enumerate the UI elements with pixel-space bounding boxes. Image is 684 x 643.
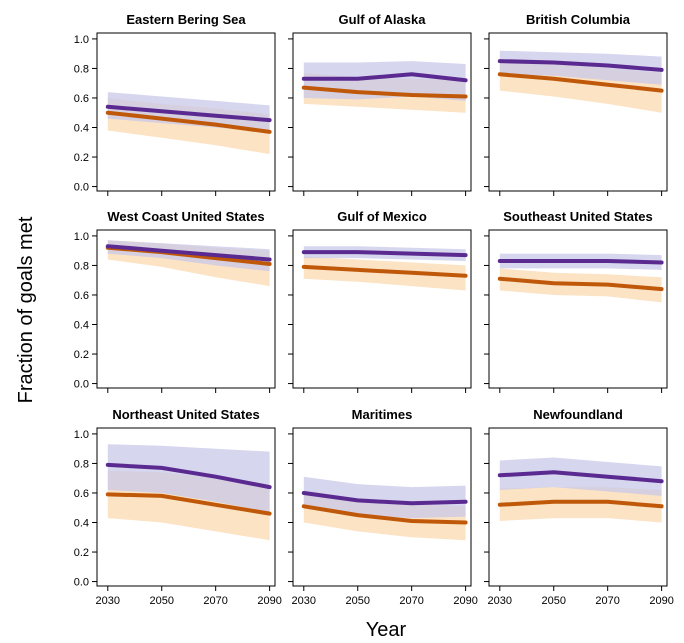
- panel-frame: [96, 229, 276, 389]
- series-b-line: [105, 492, 272, 516]
- series-a-line: [105, 244, 272, 262]
- series-a-band: [303, 476, 466, 519]
- y-tick-label: 0.6: [74, 290, 89, 302]
- x-tick-label: 2030: [96, 595, 120, 607]
- y-tick-label: 0.4: [74, 123, 89, 135]
- panel-frame: [96, 427, 276, 587]
- x-tick-label: 2090: [453, 595, 477, 607]
- y-tick-label: 0.4: [74, 320, 89, 332]
- y-tick-label: 0.8: [74, 260, 89, 272]
- series-b-line: [301, 85, 468, 99]
- x-tick-label: 2030: [488, 595, 512, 607]
- panel-title: Southeast United States: [503, 209, 653, 224]
- series-b-line: [497, 499, 664, 509]
- series-b-line: [105, 110, 272, 134]
- panel-frame: [96, 32, 276, 192]
- x-tick-label: 2050: [149, 595, 173, 607]
- series-a-line: [105, 462, 272, 490]
- panel-title: British Columbia: [526, 12, 631, 27]
- series-a-line: [497, 470, 664, 484]
- x-tick-label: 2070: [203, 595, 227, 607]
- panel-2: Gulf of Alaska: [288, 12, 472, 196]
- panel-4: West Coast United States 0.0 0.2 0.4 0.6 0.8 1…: [74, 209, 276, 393]
- x-tick-label: 2090: [649, 595, 673, 607]
- y-tick-label: 0.2: [74, 547, 89, 559]
- panel-title: Northeast United States: [112, 407, 259, 422]
- series-b-band: [303, 256, 466, 291]
- panel-frame: [292, 229, 472, 389]
- x-tick-label: 2030: [292, 595, 316, 607]
- y-tick-label: 0.8: [74, 458, 89, 470]
- series-b-line: [301, 504, 468, 525]
- x-tick-label: 2070: [399, 595, 423, 607]
- x-tick-label: 2090: [257, 595, 281, 607]
- panel-frame: [292, 32, 472, 192]
- series-a-band: [107, 444, 270, 513]
- y-tick-label: 0.6: [74, 93, 89, 105]
- series-a-line: [105, 104, 272, 123]
- panel-title: West Coast United States: [107, 209, 264, 224]
- y-tick-label: 0.8: [74, 63, 89, 75]
- y-tick-label: 1.0: [74, 429, 89, 441]
- y-tick-label: 0.6: [74, 488, 89, 500]
- series-a-band: [499, 457, 662, 496]
- series-a-line: [301, 250, 468, 258]
- series-a-line: [497, 59, 664, 72]
- panel-9: Newfoundland 2030 2050 2070 2090: [484, 407, 674, 607]
- x-tick-label: 2050: [345, 595, 369, 607]
- x-tick-label: 2070: [595, 595, 619, 607]
- panel-frame: [488, 229, 668, 389]
- series-b-line: [497, 276, 664, 292]
- series-a-band: [499, 50, 662, 85]
- y-tick-label: 1.0: [74, 231, 89, 243]
- series-a-line: [301, 491, 468, 506]
- series-b-band: [499, 487, 662, 523]
- y-axis-title: Fraction of goals met: [15, 216, 37, 403]
- x-axis-title: Year: [366, 619, 407, 641]
- y-tick-label: 0.0: [74, 182, 89, 194]
- panel-frame: [488, 427, 668, 587]
- series-b-line: [301, 264, 468, 278]
- panel-5: Gulf of Mexico: [288, 209, 472, 393]
- y-tick-label: 0.2: [74, 152, 89, 164]
- panel-title: Maritimes: [352, 407, 413, 422]
- y-tick-label: 0.0: [74, 379, 89, 391]
- panel-title: Gulf of Mexico: [337, 209, 427, 224]
- y-tick-label: 0.2: [74, 349, 89, 361]
- series-b-line: [497, 72, 664, 93]
- panel-frame: [292, 427, 472, 587]
- panel-8: Maritimes 2030 2050 2070 2090: [288, 407, 478, 607]
- series-a-line: [497, 259, 664, 265]
- panel-grid: Eastern Bering Sea 0.0 0.2 0.4 0.6 0.8 1.0 Gulf…: [74, 12, 674, 607]
- y-tick-label: 0.4: [74, 518, 89, 530]
- panel-1: Eastern Bering Sea 0.0 0.2 0.4 0.6 0.8 1.0: [74, 12, 276, 196]
- panel-frame: [488, 32, 668, 192]
- y-tick-label: 0.0: [74, 577, 89, 589]
- y-tick-label: 1.0: [74, 34, 89, 46]
- panel-title: Eastern Bering Sea: [126, 12, 246, 27]
- x-tick-label: 2050: [541, 595, 565, 607]
- panel-title: Newfoundland: [533, 407, 623, 422]
- panel-3: British Columbia: [484, 12, 668, 196]
- panel-6: Southeast United States: [484, 209, 668, 393]
- panel-title: Gulf of Alaska: [339, 12, 427, 27]
- panel-7: Northeast United States 0.0 0.2 0.4 0.6 0.8 1.…: [74, 407, 282, 607]
- series-a-line: [301, 72, 468, 83]
